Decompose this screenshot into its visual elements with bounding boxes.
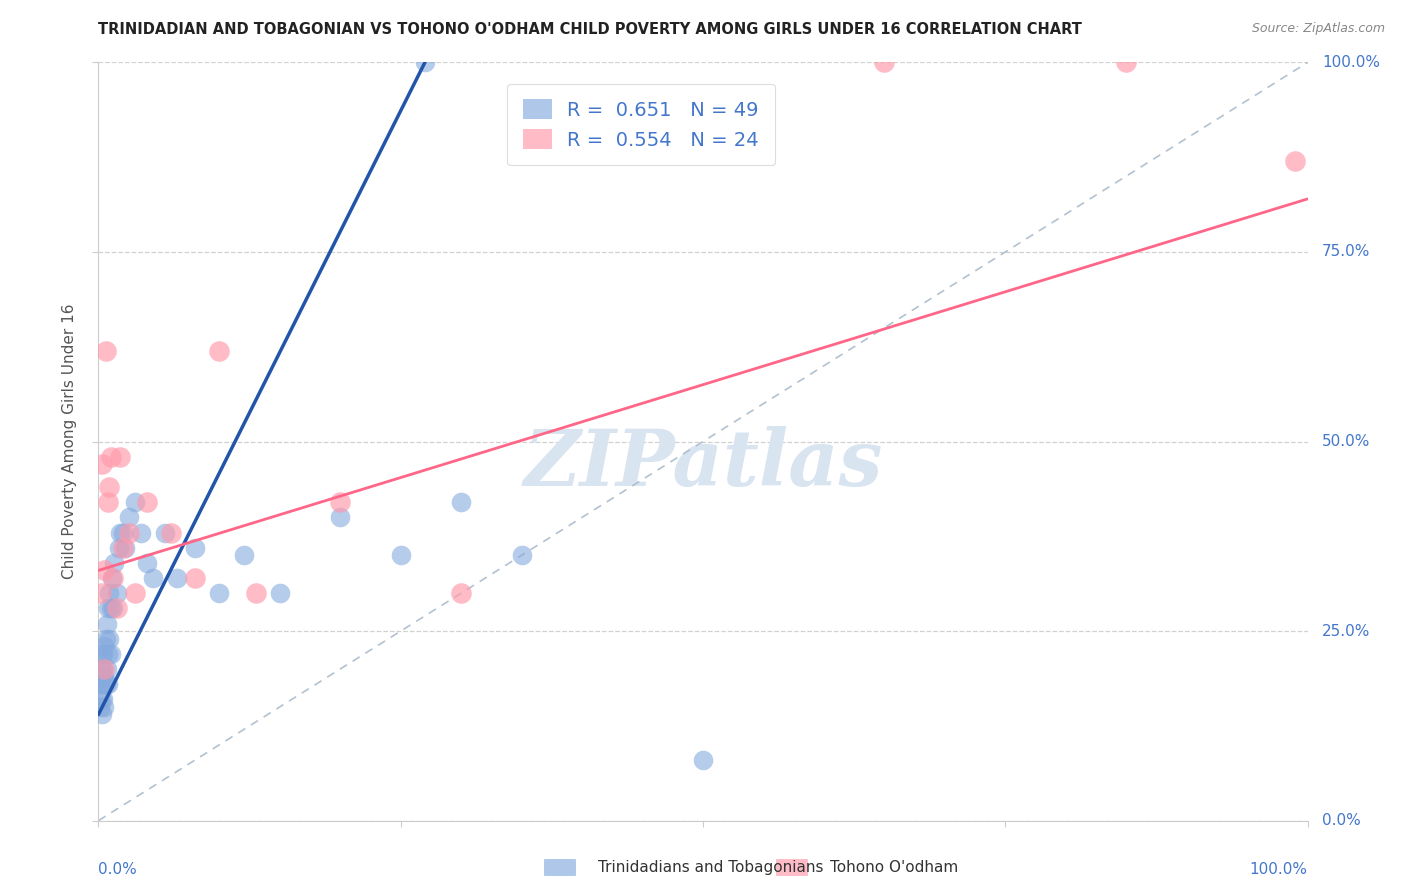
Point: [91, 677, 114, 691]
Point: [135, 556, 157, 570]
Text: 100.0%: 100.0%: [1322, 55, 1381, 70]
Point: [89, 699, 111, 714]
Point: [96, 616, 118, 631]
Point: [94, 343, 117, 358]
Point: [91, 647, 114, 661]
Point: [100, 647, 122, 661]
Point: [208, 586, 231, 600]
Text: 100.0%: 100.0%: [1250, 863, 1308, 878]
Point: [100, 571, 122, 585]
Point: [105, 601, 128, 615]
Text: ZIPatlas: ZIPatlas: [523, 426, 883, 502]
Point: [208, 343, 231, 358]
Point: [873, 55, 896, 70]
Text: 75.0%: 75.0%: [1322, 244, 1371, 260]
Point: [91, 707, 114, 722]
Point: [98, 586, 121, 600]
Point: [100, 601, 122, 615]
Point: [93, 639, 115, 653]
Point: [269, 586, 291, 600]
Point: [450, 495, 472, 509]
Point: [91, 692, 114, 706]
Point: [329, 495, 352, 509]
Point: [329, 510, 352, 524]
Point: [97, 647, 120, 661]
Point: [90, 586, 112, 600]
Point: [114, 541, 136, 555]
Point: [98, 632, 121, 646]
Text: 0.0%: 0.0%: [98, 863, 138, 878]
Point: [98, 480, 121, 494]
Point: [135, 495, 157, 509]
Point: [124, 495, 146, 509]
Point: [93, 662, 115, 676]
Point: [124, 586, 146, 600]
Point: [97, 495, 120, 509]
Point: [1284, 153, 1306, 168]
Point: [93, 699, 115, 714]
Point: [232, 548, 254, 563]
Point: [118, 510, 141, 524]
Point: [91, 662, 114, 676]
Point: [692, 753, 714, 767]
Point: [90, 692, 112, 706]
Point: [184, 571, 207, 585]
Point: [142, 571, 165, 585]
Point: [108, 525, 131, 540]
Point: [111, 541, 134, 555]
Point: [245, 586, 267, 600]
Text: Trinidadians and Tobagonians: Trinidadians and Tobagonians: [598, 860, 823, 874]
Y-axis label: Child Poverty Among Girls Under 16: Child Poverty Among Girls Under 16: [62, 304, 77, 579]
Point: [184, 541, 207, 555]
Point: [93, 564, 115, 578]
Point: [90, 662, 112, 676]
Point: [101, 571, 124, 585]
Text: 50.0%: 50.0%: [1322, 434, 1371, 449]
Text: 25.0%: 25.0%: [1322, 624, 1371, 639]
Point: [166, 571, 188, 585]
Legend: R =  0.651   N = 49, R =  0.554   N = 24: R = 0.651 N = 49, R = 0.554 N = 24: [508, 84, 775, 165]
Point: [103, 556, 125, 570]
Point: [413, 55, 436, 70]
Point: [118, 525, 141, 540]
Point: [389, 548, 412, 563]
Point: [510, 548, 533, 563]
Point: [91, 647, 114, 661]
Text: TRINIDADIAN AND TOBAGONIAN VS TOHONO O'ODHAM CHILD POVERTY AMONG GIRLS UNDER 16 : TRINIDADIAN AND TOBAGONIAN VS TOHONO O'O…: [98, 22, 1083, 37]
Point: [89, 677, 111, 691]
Point: [153, 525, 176, 540]
Point: [93, 669, 115, 683]
Point: [105, 586, 128, 600]
Text: Source: ZipAtlas.com: Source: ZipAtlas.com: [1251, 22, 1385, 36]
Point: [94, 677, 117, 691]
Point: [91, 458, 114, 472]
Text: 0.0%: 0.0%: [1322, 814, 1361, 828]
Point: [450, 586, 472, 600]
Point: [94, 632, 117, 646]
Point: [97, 601, 120, 615]
Point: [97, 677, 120, 691]
Text: Tohono O'odham: Tohono O'odham: [830, 860, 957, 874]
Point: [1115, 55, 1137, 70]
Point: [108, 541, 131, 555]
Point: [100, 450, 122, 464]
Point: [129, 525, 152, 540]
Point: [101, 601, 124, 615]
Point: [111, 525, 134, 540]
Point: [96, 662, 118, 676]
Point: [108, 450, 131, 464]
Point: [160, 525, 183, 540]
